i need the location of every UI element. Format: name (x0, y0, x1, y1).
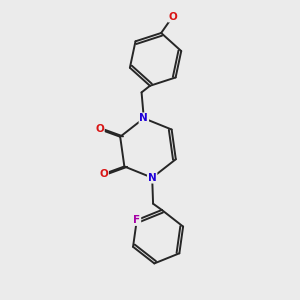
Text: O: O (95, 124, 104, 134)
Text: O: O (99, 169, 108, 179)
Text: N: N (140, 113, 148, 123)
Text: O: O (168, 12, 177, 22)
Text: N: N (148, 173, 157, 183)
Text: F: F (133, 215, 140, 225)
